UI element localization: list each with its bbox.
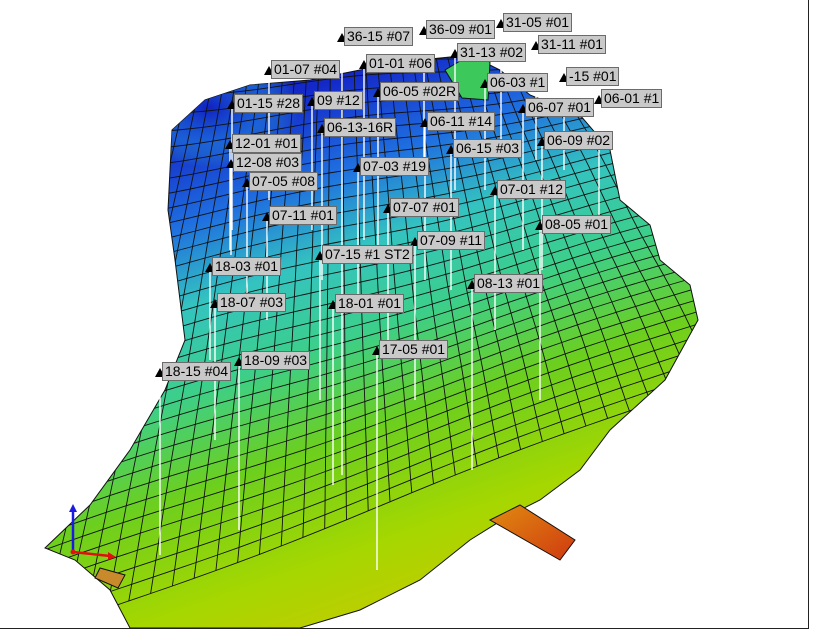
grid-line: [55, 283, 698, 501]
well-marker-icon[interactable]: [307, 97, 317, 106]
well-label[interactable]: 18-03 #01: [212, 257, 282, 276]
well-label[interactable]: 01-01 #06: [366, 54, 436, 73]
well-label[interactable]: 12-01 #01: [232, 134, 302, 153]
well-marker-icon[interactable]: [353, 163, 363, 172]
well-label[interactable]: 07-03 #19: [360, 157, 430, 176]
well-marker-icon[interactable]: [480, 79, 490, 88]
well-marker-icon[interactable]: [383, 204, 393, 213]
well-marker-icon[interactable]: [328, 300, 338, 309]
well-label[interactable]: 36-15 #07: [344, 27, 414, 46]
grid-line: [50, 292, 698, 517]
well-label[interactable]: 06-09 #02: [544, 131, 614, 150]
well-marker-icon[interactable]: [531, 41, 541, 50]
well-marker-icon[interactable]: [446, 145, 456, 154]
grid-line: [45, 313, 698, 552]
well-marker-icon[interactable]: [262, 212, 272, 221]
well-label[interactable]: 06-05 #02R: [380, 82, 460, 101]
well-marker-icon[interactable]: [410, 237, 420, 246]
well-marker-icon[interactable]: [535, 221, 545, 230]
well-label[interactable]: 18-01 #01: [335, 294, 405, 313]
well-label[interactable]: 06-13-16R: [324, 118, 397, 137]
well-marker-icon[interactable]: [337, 33, 347, 42]
grid-line: [77, 237, 684, 421]
well-label[interactable]: 07-11 #01: [269, 206, 338, 225]
well-label[interactable]: 01-15 #28: [234, 94, 304, 113]
grid-line: [45, 354, 698, 623]
well-label[interactable]: 07-05 #08: [249, 172, 319, 191]
axis-x-line: [72, 550, 111, 558]
well-marker-icon[interactable]: [227, 100, 237, 109]
well-marker-icon[interactable]: [155, 368, 165, 377]
well-label[interactable]: 18-15 #04: [162, 362, 232, 381]
well-marker-icon[interactable]: [559, 73, 569, 82]
well-marker-icon[interactable]: [359, 60, 369, 69]
axis-triad: [69, 504, 116, 560]
well-label[interactable]: 06-07 #01: [525, 98, 595, 117]
axis-y-arrow: [69, 504, 77, 512]
well-marker-icon[interactable]: [205, 263, 215, 272]
well-label[interactable]: 18-07 #03: [217, 293, 287, 312]
grid-line: [45, 334, 698, 587]
well-marker-icon[interactable]: [373, 88, 383, 97]
well-marker-icon[interactable]: [210, 299, 220, 308]
well-marker-icon[interactable]: [234, 357, 244, 366]
well-marker-icon[interactable]: [317, 124, 327, 133]
well-marker-icon[interactable]: [490, 186, 500, 195]
well-marker-icon[interactable]: [226, 159, 236, 168]
well-marker-icon[interactable]: [419, 26, 429, 35]
well-label[interactable]: 31-11 #01: [538, 35, 607, 54]
well-label[interactable]: 06-11 #14: [427, 112, 496, 131]
well-label[interactable]: 07-01 #12: [497, 180, 567, 199]
well-label[interactable]: 08-13 #01: [474, 274, 544, 293]
well-marker-icon[interactable]: [264, 66, 274, 75]
well-marker-icon[interactable]: [594, 95, 604, 104]
well-marker-icon[interactable]: [315, 251, 325, 260]
well-label[interactable]: 06-03 #1: [487, 73, 549, 92]
hot-fault-block: [488, 504, 576, 561]
well-marker-icon[interactable]: [242, 178, 252, 187]
well-label[interactable]: 31-13 #02: [457, 43, 527, 62]
well-marker-icon[interactable]: [518, 104, 528, 113]
well-label[interactable]: -15 #01: [566, 67, 620, 86]
well-label[interactable]: 12-08 #03: [233, 153, 303, 172]
well-marker-icon[interactable]: [496, 19, 506, 28]
axis-x-arrow: [108, 552, 116, 560]
well-label[interactable]: 36-09 #01: [426, 20, 496, 39]
well-label[interactable]: 18-09 #03: [241, 351, 311, 370]
well-label[interactable]: 06-01 #1: [601, 89, 663, 108]
grid-line: [90, 208, 667, 371]
well-label[interactable]: 31-05 #01: [503, 13, 573, 32]
grid-line: [398, 55, 456, 476]
well-marker-icon[interactable]: [225, 140, 235, 149]
well-label[interactable]: 07-15 #1 ST2: [322, 245, 413, 264]
well-marker-icon[interactable]: [537, 137, 547, 146]
well-label[interactable]: 01-07 #04: [271, 60, 341, 79]
grid-line: [45, 323, 698, 569]
well-label[interactable]: 17-05 #01: [379, 340, 449, 359]
hot-fault-edge: [94, 567, 126, 589]
well-label[interactable]: 09 #12: [314, 91, 363, 110]
well-marker-icon[interactable]: [372, 346, 382, 355]
well-marker-icon[interactable]: [450, 49, 460, 58]
grid-line: [45, 344, 698, 605]
well-marker-icon[interactable]: [467, 280, 477, 289]
well-label[interactable]: 07-07 #01: [390, 198, 460, 217]
grid-line: [63, 264, 698, 468]
well-marker-icon[interactable]: [420, 118, 430, 127]
well-label[interactable]: 08-05 #01: [542, 215, 612, 234]
well-label[interactable]: 06-15 #03: [453, 139, 523, 158]
well-label[interactable]: 07-09 #11: [417, 231, 486, 250]
grid-line: [59, 273, 698, 484]
axis-origin: [70, 549, 76, 555]
